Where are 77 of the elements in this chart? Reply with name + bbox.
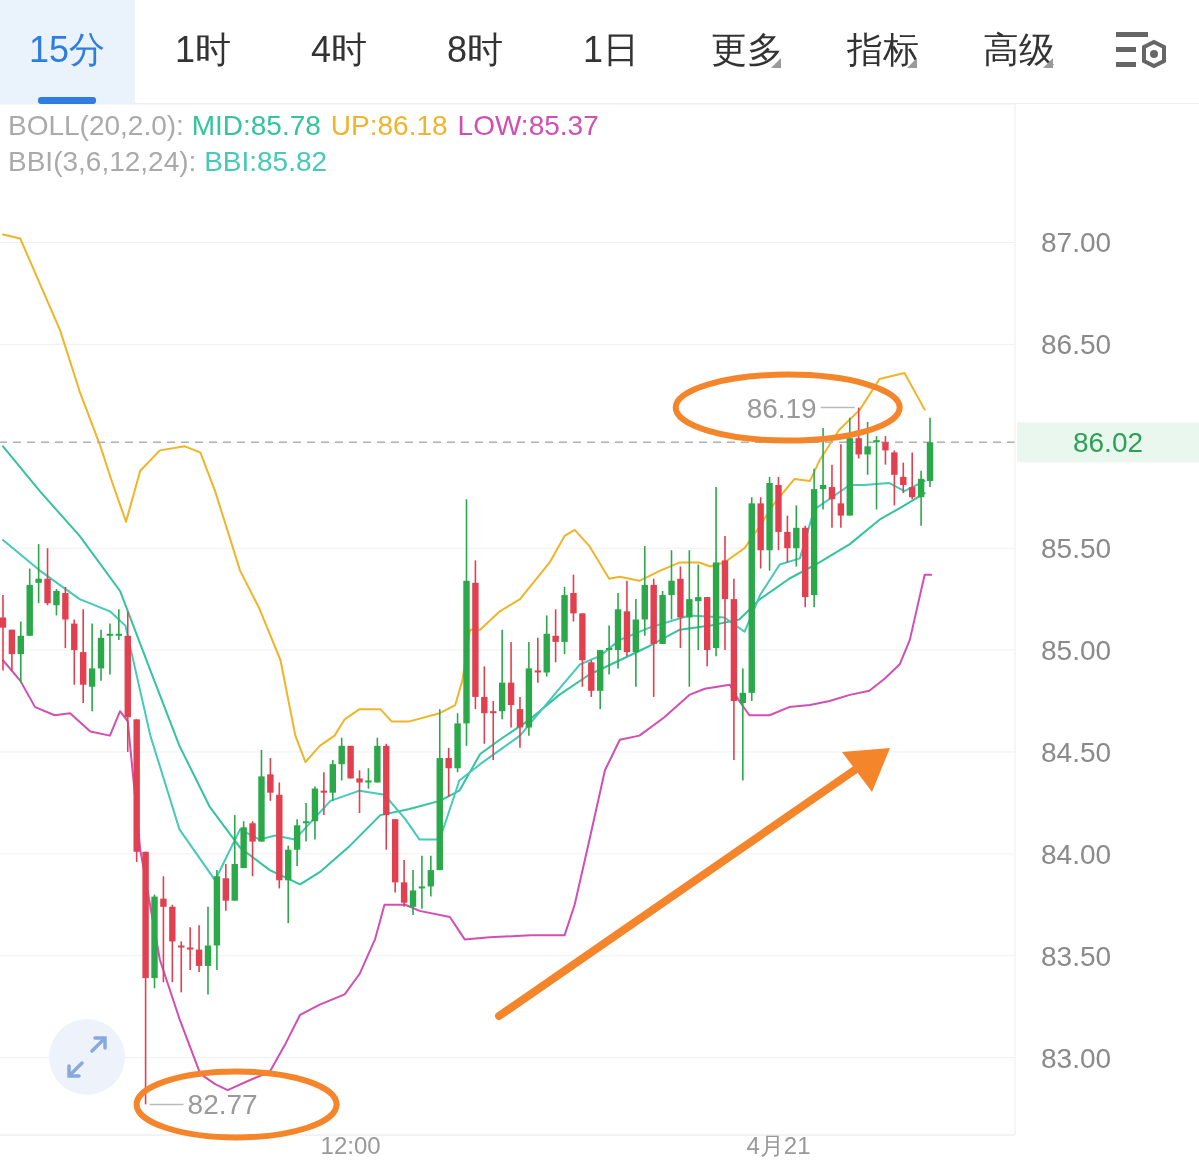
y-tick-label: 83.00 <box>1041 1042 1112 1074</box>
x-tick-label: 12:00 <box>320 1132 381 1160</box>
candlestick <box>917 469 925 527</box>
annotation: BOLL(20,2.0): <box>8 110 185 141</box>
candlestick <box>668 549 675 621</box>
candlestick <box>106 622 114 676</box>
text: 8时 <box>446 28 504 72</box>
candlestick <box>695 563 702 651</box>
text: 15分 <box>27 28 106 72</box>
candlestick <box>204 905 212 996</box>
candlestick <box>739 667 747 782</box>
candlestick <box>267 757 274 802</box>
candlestick <box>115 608 123 641</box>
candlestick <box>793 504 800 568</box>
candlestick <box>0 594 7 672</box>
y-tick-label: 86.50 <box>1041 329 1112 361</box>
candlestick <box>516 696 524 749</box>
candlestick <box>222 863 230 912</box>
annotation: 86.19 <box>746 392 817 424</box>
candlestick <box>837 443 845 529</box>
candlestick <box>570 573 577 623</box>
candlestick <box>490 700 497 761</box>
candlestick <box>882 435 889 466</box>
candlestick <box>400 859 408 908</box>
text: BBI:85.82 <box>204 146 328 177</box>
candlestick <box>819 427 827 511</box>
candlestick <box>507 641 515 729</box>
candlestick <box>445 747 452 798</box>
candlestick <box>427 855 435 898</box>
annotation: 82.77 <box>187 1089 258 1121</box>
candlestick <box>302 802 310 843</box>
candlestick <box>534 637 542 684</box>
text: MID:85.78 <box>191 110 321 141</box>
candlestick <box>891 449 898 507</box>
candlestick <box>356 769 363 814</box>
candlestick <box>17 620 24 684</box>
candlestick <box>873 435 880 511</box>
candlestick <box>552 608 559 664</box>
candlestick <box>418 855 426 910</box>
candlestick <box>249 820 256 878</box>
text: 高级 <box>982 28 1056 72</box>
text: 4时 <box>310 28 368 72</box>
candlestick <box>178 940 185 994</box>
text: 1日 <box>582 28 640 72</box>
candlestick <box>605 624 613 676</box>
y-tick-label: 85.50 <box>1041 533 1112 565</box>
y-tick-label: 84.00 <box>1041 838 1112 870</box>
x-tick-label: 4月21 <box>746 1132 811 1160</box>
candlestick <box>409 869 417 916</box>
candlestick <box>908 451 916 501</box>
ref-line-label: 86.02 <box>1072 427 1144 459</box>
candlestick <box>828 463 836 529</box>
text: 1时 <box>174 28 232 72</box>
candlestick <box>855 406 862 460</box>
y-tick-label: 85.00 <box>1041 635 1112 666</box>
candlestick <box>481 665 488 745</box>
candlestick <box>365 767 372 790</box>
y-tick-label: 87.00 <box>1041 227 1112 259</box>
candlestick <box>195 924 203 973</box>
text: 更多 <box>710 28 784 72</box>
y-tick-label: 83.50 <box>1041 940 1112 972</box>
text: 指标 <box>846 28 920 72</box>
candlestick <box>864 421 871 476</box>
candlestick <box>88 622 96 712</box>
text: LOW:85.37 <box>457 110 599 141</box>
candlestick <box>160 875 167 983</box>
text: UP:86.18 <box>330 110 448 141</box>
candlestick <box>186 926 194 971</box>
candlestick <box>784 514 791 564</box>
candlestick <box>320 771 328 816</box>
candlestick <box>338 736 345 782</box>
candlestick <box>686 549 693 688</box>
y-tick-label: 84.50 <box>1041 736 1112 768</box>
candlestick <box>35 543 42 604</box>
candlestick <box>900 461 907 494</box>
candlestick <box>53 588 60 617</box>
annotation: BBI(3,6,12,24): <box>8 146 198 177</box>
